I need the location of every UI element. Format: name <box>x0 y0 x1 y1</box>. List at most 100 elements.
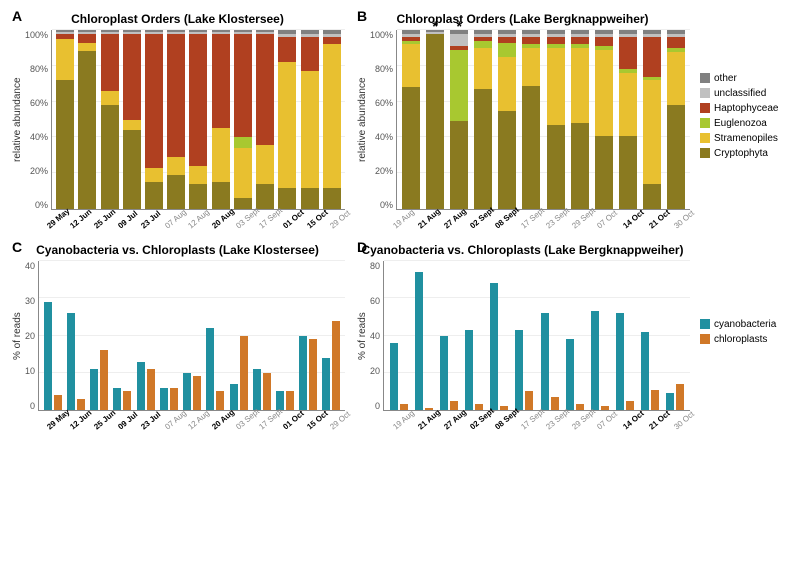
bar-group <box>112 261 133 410</box>
x-tick-label: 15 Oct <box>305 212 325 230</box>
panel-a-ylabel: relative abundance <box>10 30 25 210</box>
legend-top: otherunclassifiedHaptophyceaeEuglenozoaS… <box>700 10 790 221</box>
bar-chloroplasts <box>425 408 433 410</box>
segment-Stramenopiles <box>643 80 661 184</box>
bar-chloroplasts <box>193 376 201 410</box>
segment-Cryptophyta <box>189 184 207 209</box>
x-tick-label: 09 Jul <box>116 212 136 230</box>
segment-Haptophyceae <box>145 34 163 168</box>
x-tick-label: 29 Sept <box>570 212 590 230</box>
bar-cyanobacteria <box>160 388 168 410</box>
x-tick-label: 20 Aug <box>210 413 230 431</box>
segment-Haptophyceae <box>278 37 296 62</box>
x-tick-label: 09 Jul <box>116 413 136 431</box>
x-tick-label: 30 Oct <box>672 413 692 431</box>
segment-Cryptophyta <box>323 188 341 209</box>
segment-Cryptophyta <box>256 184 274 209</box>
bar-group <box>88 261 109 410</box>
stacked-bar <box>101 30 119 209</box>
legend-item-unclassified: unclassified <box>700 88 790 99</box>
x-tick-label: 23 Sept <box>544 413 564 431</box>
bar-chloroplasts <box>54 395 62 410</box>
legend-label: Haptophyceae <box>714 103 779 114</box>
segment-Cryptophyta <box>78 51 96 209</box>
panel-b-plot: ** <box>396 30 690 210</box>
bar-cyanobacteria <box>113 388 121 410</box>
bar-chloroplasts <box>475 404 483 410</box>
segment-Haptophyceae <box>234 34 252 138</box>
panel-c-label: C <box>12 239 22 255</box>
panel-b-label: B <box>357 8 367 24</box>
segment-Cryptophyta <box>571 123 589 209</box>
panel-d-plot <box>383 261 690 411</box>
stacked-bar <box>212 30 230 209</box>
segment-Cryptophyta <box>667 105 685 209</box>
annotation-asterisk: * <box>432 18 437 34</box>
panel-b-ylabel: relative abundance <box>355 30 370 210</box>
segment-Cryptophyta <box>301 188 319 209</box>
bar-group <box>664 261 686 410</box>
bar-cyanobacteria <box>67 313 75 410</box>
stacked-bar <box>595 30 613 209</box>
segment-Stramenopiles <box>212 128 230 182</box>
bar-group <box>513 261 535 410</box>
bar-group <box>438 261 460 410</box>
bar-cyanobacteria <box>230 384 238 410</box>
bar-chloroplasts <box>147 369 155 410</box>
segment-Cryptophyta <box>167 175 185 209</box>
bar-chloroplasts <box>576 404 584 410</box>
bar-cyanobacteria <box>44 302 52 410</box>
stacked-bar <box>571 30 589 209</box>
bar-cyanobacteria <box>465 330 473 410</box>
panel-a-xlabels: 29 May12 Jun25 Jun09 Jul23 Jul07 Aug12 A… <box>38 212 345 221</box>
x-tick-label: 27 Aug <box>442 212 462 230</box>
segment-Stramenopiles <box>56 39 74 80</box>
bar-group <box>65 261 86 410</box>
segment-Stramenopiles <box>256 145 274 184</box>
legend-label: Cryptophyta <box>714 148 768 159</box>
x-tick-label: 07 Oct <box>596 212 616 230</box>
legend-bottom: cyanobacteriachloroplasts <box>700 241 790 422</box>
bar-chloroplasts <box>626 401 634 410</box>
x-tick-label: 19 Aug <box>391 212 411 230</box>
segment-Stramenopiles <box>234 148 252 198</box>
bar-chloroplasts <box>123 391 131 410</box>
segment-Haptophyceae <box>522 37 540 44</box>
bar-cyanobacteria <box>515 330 523 410</box>
x-tick-label: 20 Aug <box>210 212 230 230</box>
bar-chloroplasts <box>400 404 408 410</box>
bar-chloroplasts <box>263 373 271 410</box>
segment-Haptophyceae <box>667 37 685 48</box>
legend-swatch <box>700 334 710 344</box>
legend-item-other: other <box>700 73 790 84</box>
segment-Cryptophyta <box>145 182 163 209</box>
bar-cyanobacteria <box>666 393 674 410</box>
segment-Haptophyceae <box>547 37 565 44</box>
bar-group <box>539 261 561 410</box>
x-tick-label: 08 Sept <box>493 212 513 230</box>
stacked-bar <box>323 30 341 209</box>
bar-group <box>274 261 295 410</box>
stacked-bar <box>123 30 141 209</box>
bar-group <box>135 261 156 410</box>
segment-unclassified <box>450 34 468 47</box>
legend-item-Haptophyceae: Haptophyceae <box>700 103 790 114</box>
legend-item-Cryptophyta: Cryptophyta <box>700 148 790 159</box>
segment-Stramenopiles <box>189 166 207 184</box>
x-tick-label: 21 Aug <box>417 413 437 431</box>
panel-b-xlabels: 19 Aug21 Aug27 Aug02 Sept08 Sept17 Sept2… <box>383 212 690 221</box>
panel-d: D Cyanobacteria vs. Chloroplasts (Lake B… <box>355 241 690 422</box>
x-tick-label: 12 Jun <box>69 413 89 431</box>
bar-cyanobacteria <box>541 313 549 410</box>
bar-chloroplasts <box>500 406 508 410</box>
x-tick-label: 07 Aug <box>163 212 183 230</box>
panel-c-title: Cyanobacteria vs. Chloroplasts (Lake Klo… <box>10 243 345 257</box>
segment-Stramenopiles <box>571 48 589 123</box>
segment-Stramenopiles <box>145 168 163 182</box>
bar-chloroplasts <box>651 390 659 410</box>
panel-d-ylabel: % of reads <box>355 261 370 411</box>
bar-chloroplasts <box>309 339 317 410</box>
stacked-bar <box>256 30 274 209</box>
stacked-bar <box>498 30 516 209</box>
x-tick-label: 07 Oct <box>596 413 616 431</box>
